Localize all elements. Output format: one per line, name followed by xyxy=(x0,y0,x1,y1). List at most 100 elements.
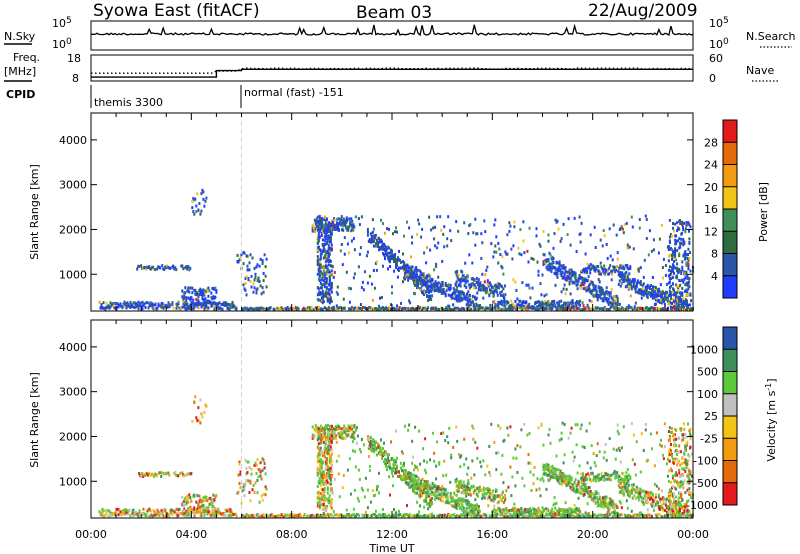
power-cell xyxy=(197,208,200,212)
power-cell xyxy=(552,257,555,260)
power-cell xyxy=(419,282,422,285)
velocity-cell xyxy=(566,508,569,512)
power-cell xyxy=(679,296,681,299)
power-cell xyxy=(229,306,232,309)
power-cell xyxy=(440,287,443,291)
velocity-cell xyxy=(372,450,375,454)
power-cell xyxy=(319,255,322,259)
power-cell xyxy=(505,308,508,312)
power-cell xyxy=(311,229,314,233)
power-cell xyxy=(423,251,426,255)
power-cell xyxy=(465,285,468,289)
power-cell xyxy=(403,262,405,266)
velocity-cell xyxy=(122,509,125,512)
velocity-cell xyxy=(461,504,464,508)
power-cell xyxy=(593,288,596,292)
power-cell xyxy=(639,280,642,283)
power-cell xyxy=(676,229,679,233)
power-cell xyxy=(583,270,586,274)
power-cell xyxy=(511,257,514,261)
velocity-cell xyxy=(464,488,467,492)
velocity-cell xyxy=(165,472,168,476)
power-cell xyxy=(332,305,335,309)
velocity-cell xyxy=(170,508,173,512)
power-cell xyxy=(446,237,449,241)
power-cell xyxy=(532,257,535,261)
velocity-cell xyxy=(467,481,470,485)
power-cell xyxy=(492,290,495,294)
velocity-cell xyxy=(98,510,101,514)
power-cell xyxy=(432,282,435,286)
power-cell xyxy=(643,258,646,262)
power-cell xyxy=(414,292,417,296)
power-cell xyxy=(164,303,167,307)
power-cell xyxy=(264,265,267,269)
velocity-cell xyxy=(209,496,212,500)
velocity-cell xyxy=(329,478,332,482)
power-cell xyxy=(600,291,603,295)
power-cell xyxy=(497,261,500,265)
power-cell xyxy=(614,302,617,305)
power-cell xyxy=(683,306,685,310)
cpid-label: CPID xyxy=(6,88,35,101)
power-cell xyxy=(330,243,333,247)
power-cell xyxy=(473,283,476,287)
velocity-cell xyxy=(154,510,157,514)
power-cell xyxy=(325,242,328,246)
power-cell xyxy=(431,294,434,298)
power-cell xyxy=(330,290,333,294)
power-cell xyxy=(685,288,688,292)
power-cell xyxy=(339,249,342,253)
velocity-cell xyxy=(132,508,135,512)
power-cell xyxy=(143,302,146,306)
power-cell xyxy=(251,256,254,260)
velocity-cell xyxy=(458,501,461,504)
power-cell xyxy=(584,277,587,281)
power-cell xyxy=(287,307,290,311)
power-cell xyxy=(607,297,610,301)
velocity-cell xyxy=(593,499,596,503)
power-cell xyxy=(641,287,644,291)
power-cell xyxy=(370,238,373,242)
power-cell xyxy=(353,225,356,229)
power-cell xyxy=(246,264,249,268)
power-cell xyxy=(602,308,605,312)
power-cell xyxy=(587,275,590,279)
velocity-cell xyxy=(581,491,584,495)
power-cell xyxy=(325,272,328,276)
power-cell xyxy=(327,269,330,272)
power-cell xyxy=(193,305,196,309)
power-cell xyxy=(350,239,353,243)
power-cell xyxy=(457,229,460,233)
velocity-cell xyxy=(351,435,354,439)
power-cell xyxy=(144,306,147,309)
velocity-cell xyxy=(461,486,464,490)
power-cell xyxy=(639,282,642,286)
power-cell xyxy=(561,266,564,270)
velocity-cell xyxy=(575,490,578,494)
power-cell xyxy=(382,245,384,249)
power-cell xyxy=(327,254,330,258)
power-cell xyxy=(495,287,498,291)
velocity-cell xyxy=(345,429,348,432)
power-cell xyxy=(324,222,327,226)
velocity-cell xyxy=(488,488,491,492)
velocity-cell xyxy=(207,506,210,510)
power-cell xyxy=(380,247,382,251)
velocity-cell xyxy=(186,514,189,518)
velocity-cell xyxy=(385,462,387,466)
power-cell xyxy=(610,288,613,292)
power-cell xyxy=(317,305,320,309)
power-cell xyxy=(109,305,112,309)
velocity-cell xyxy=(194,395,197,399)
velocity-cell xyxy=(576,513,579,517)
velocity-cell xyxy=(459,497,462,501)
velocity-cell xyxy=(214,513,217,517)
power-cell xyxy=(508,221,511,225)
velocity-cell xyxy=(385,450,387,454)
velocity-cell xyxy=(525,510,528,514)
power-cell xyxy=(172,264,175,268)
power-cell xyxy=(668,277,671,281)
power-cell xyxy=(626,274,629,278)
power-cell xyxy=(668,218,671,222)
